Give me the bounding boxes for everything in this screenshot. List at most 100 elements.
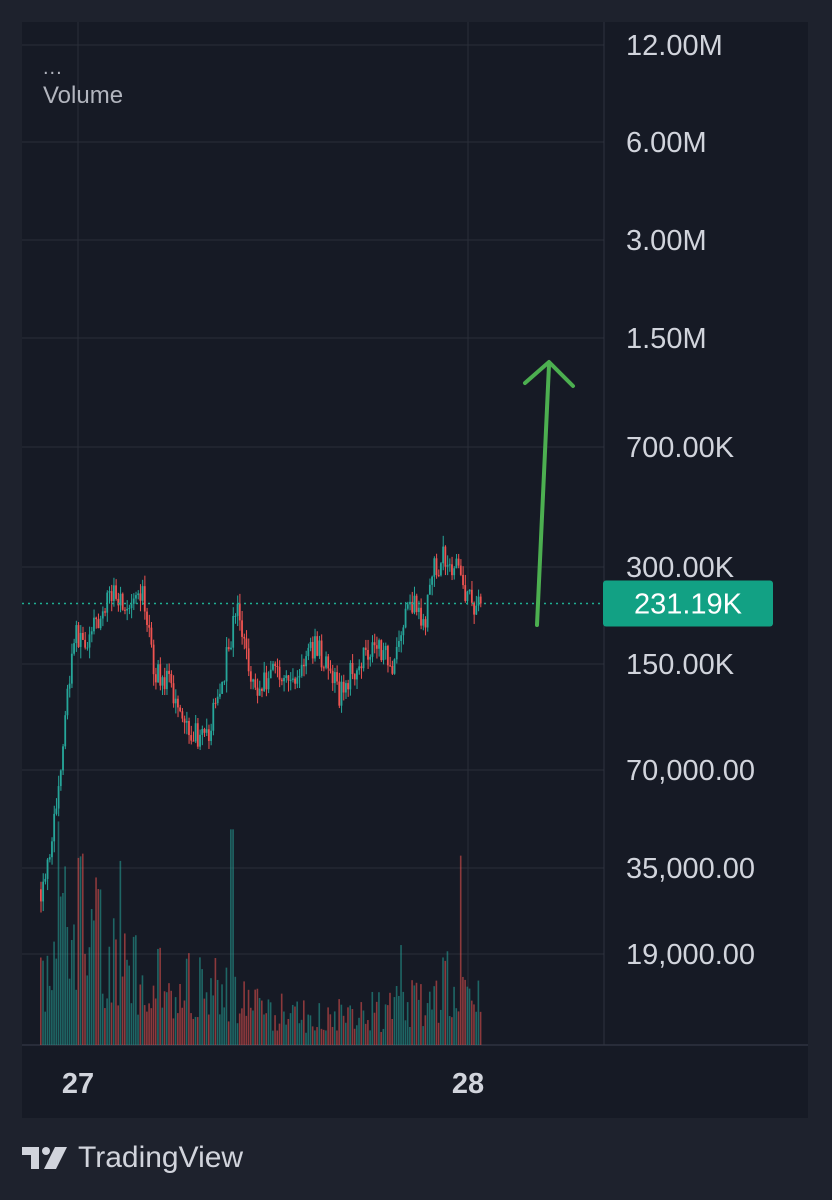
- candle-body: [285, 675, 288, 678]
- volume-bar: [73, 924, 75, 1045]
- candle-body: [254, 679, 257, 688]
- candle-body: [245, 638, 248, 649]
- volume-bar: [161, 1007, 164, 1045]
- volume-bar: [90, 909, 93, 1045]
- candle-body: [466, 591, 469, 601]
- candle-body: [141, 586, 144, 601]
- volume-bar: [132, 936, 135, 1045]
- candle-body: [146, 611, 148, 625]
- candle-body: [137, 593, 140, 596]
- candle-body: [121, 593, 124, 610]
- candle-body: [475, 605, 478, 615]
- volume-bar: [340, 1004, 343, 1045]
- candle-body: [214, 702, 217, 704]
- candle-body: [336, 672, 338, 682]
- volume-bar: [353, 1028, 356, 1045]
- volume-bar: [223, 1007, 226, 1045]
- volume-bar: [395, 986, 398, 1045]
- candle-body: [261, 688, 263, 691]
- volume-bar: [99, 889, 102, 1045]
- candle-body: [468, 589, 471, 592]
- tradingview-branding[interactable]: TradingView: [22, 1138, 243, 1178]
- volume-bar: [466, 986, 469, 1045]
- candle-body: [135, 595, 137, 599]
- candle-body: [364, 647, 367, 650]
- candle-body: [163, 677, 166, 690]
- candle-body: [177, 698, 179, 708]
- candle-body: [411, 601, 414, 613]
- volume-bar: [404, 1020, 407, 1045]
- volume-bar: [287, 1018, 290, 1045]
- volume-bar: [146, 1011, 148, 1045]
- candle-body: [311, 641, 314, 659]
- candle-body: [413, 595, 416, 613]
- volume-bar: [347, 1007, 349, 1045]
- volume-bar: [316, 1027, 318, 1045]
- indicator-legend[interactable]: ... Volume: [43, 56, 123, 111]
- chart-canvas[interactable]: 12.00M 6.00M 3.00M 1.50M 700.00K 300.00K 150.0…: [22, 22, 808, 1118]
- candle-body: [426, 594, 429, 628]
- candle-body: [174, 698, 177, 704]
- candle-body: [453, 568, 456, 576]
- price-axis-tick: 150.00K: [626, 649, 735, 681]
- volume-bar: [325, 1030, 327, 1045]
- candle-body: [234, 615, 237, 617]
- volume-bar: [170, 990, 172, 1045]
- candle-body: [84, 639, 87, 648]
- candle-body: [230, 647, 232, 650]
- chart-panel[interactable]: 12.00M 6.00M 3.00M 1.50M 700.00K 300.00K 150.0…: [22, 22, 808, 1118]
- volume-bar: [64, 866, 66, 1045]
- volume-bar: [285, 1024, 287, 1045]
- candle-body: [159, 664, 162, 686]
- volume-bars: [40, 821, 482, 1045]
- volume-bar: [62, 892, 64, 1045]
- volume-bar: [302, 1000, 305, 1045]
- candle-body: [344, 683, 347, 693]
- volume-bar: [203, 998, 206, 1045]
- volume-bar: [110, 1002, 113, 1045]
- candle-body: [42, 881, 45, 902]
- up-arrow-annotation[interactable]: [523, 360, 575, 627]
- candle-body: [165, 670, 168, 690]
- volume-bar: [249, 1007, 252, 1045]
- price-candles: [40, 535, 482, 913]
- candle-body: [455, 558, 458, 569]
- volume-bar: [174, 997, 177, 1045]
- volume-bar: [413, 985, 416, 1045]
- candle-body: [417, 607, 420, 612]
- volume-bar: [163, 991, 166, 1045]
- volume-bar: [426, 1003, 429, 1045]
- legend-menu-dots[interactable]: ...: [43, 57, 63, 79]
- candle-body: [106, 592, 109, 613]
- candle-body: [181, 711, 184, 719]
- candle-body: [347, 683, 349, 690]
- candle-body: [112, 585, 115, 601]
- volume-bar: [214, 958, 217, 1045]
- candle-body: [99, 618, 102, 629]
- volume-bar: [406, 1002, 409, 1045]
- volume-bar: [207, 1014, 210, 1045]
- volume-bar: [296, 1001, 298, 1045]
- volume-bar: [57, 821, 60, 1045]
- volume-bar: [453, 986, 455, 1045]
- candle-body: [238, 603, 241, 621]
- candle-body: [393, 659, 396, 674]
- candle-body: [93, 617, 95, 632]
- volume-bar: [66, 927, 69, 1045]
- candle-body: [201, 728, 204, 735]
- volume-bar: [183, 1000, 186, 1045]
- price-axis-tick: 3.00M: [626, 225, 707, 257]
- volume-bar: [219, 1014, 221, 1045]
- volume-bar: [70, 940, 73, 1045]
- price-axis[interactable]: 12.00M 6.00M 3.00M 1.50M 700.00K 300.00K 150.0…: [626, 30, 755, 971]
- candle-body: [437, 574, 440, 576]
- volume-bar: [53, 941, 55, 1045]
- volume-bar: [378, 992, 380, 1045]
- volume-bar: [451, 1017, 453, 1045]
- candle-body: [457, 558, 460, 566]
- candle-body: [470, 589, 473, 603]
- candle-body: [192, 740, 195, 742]
- candle-body: [274, 663, 277, 667]
- time-axis[interactable]: 27 28: [62, 1068, 484, 1100]
- candle-body: [130, 603, 133, 609]
